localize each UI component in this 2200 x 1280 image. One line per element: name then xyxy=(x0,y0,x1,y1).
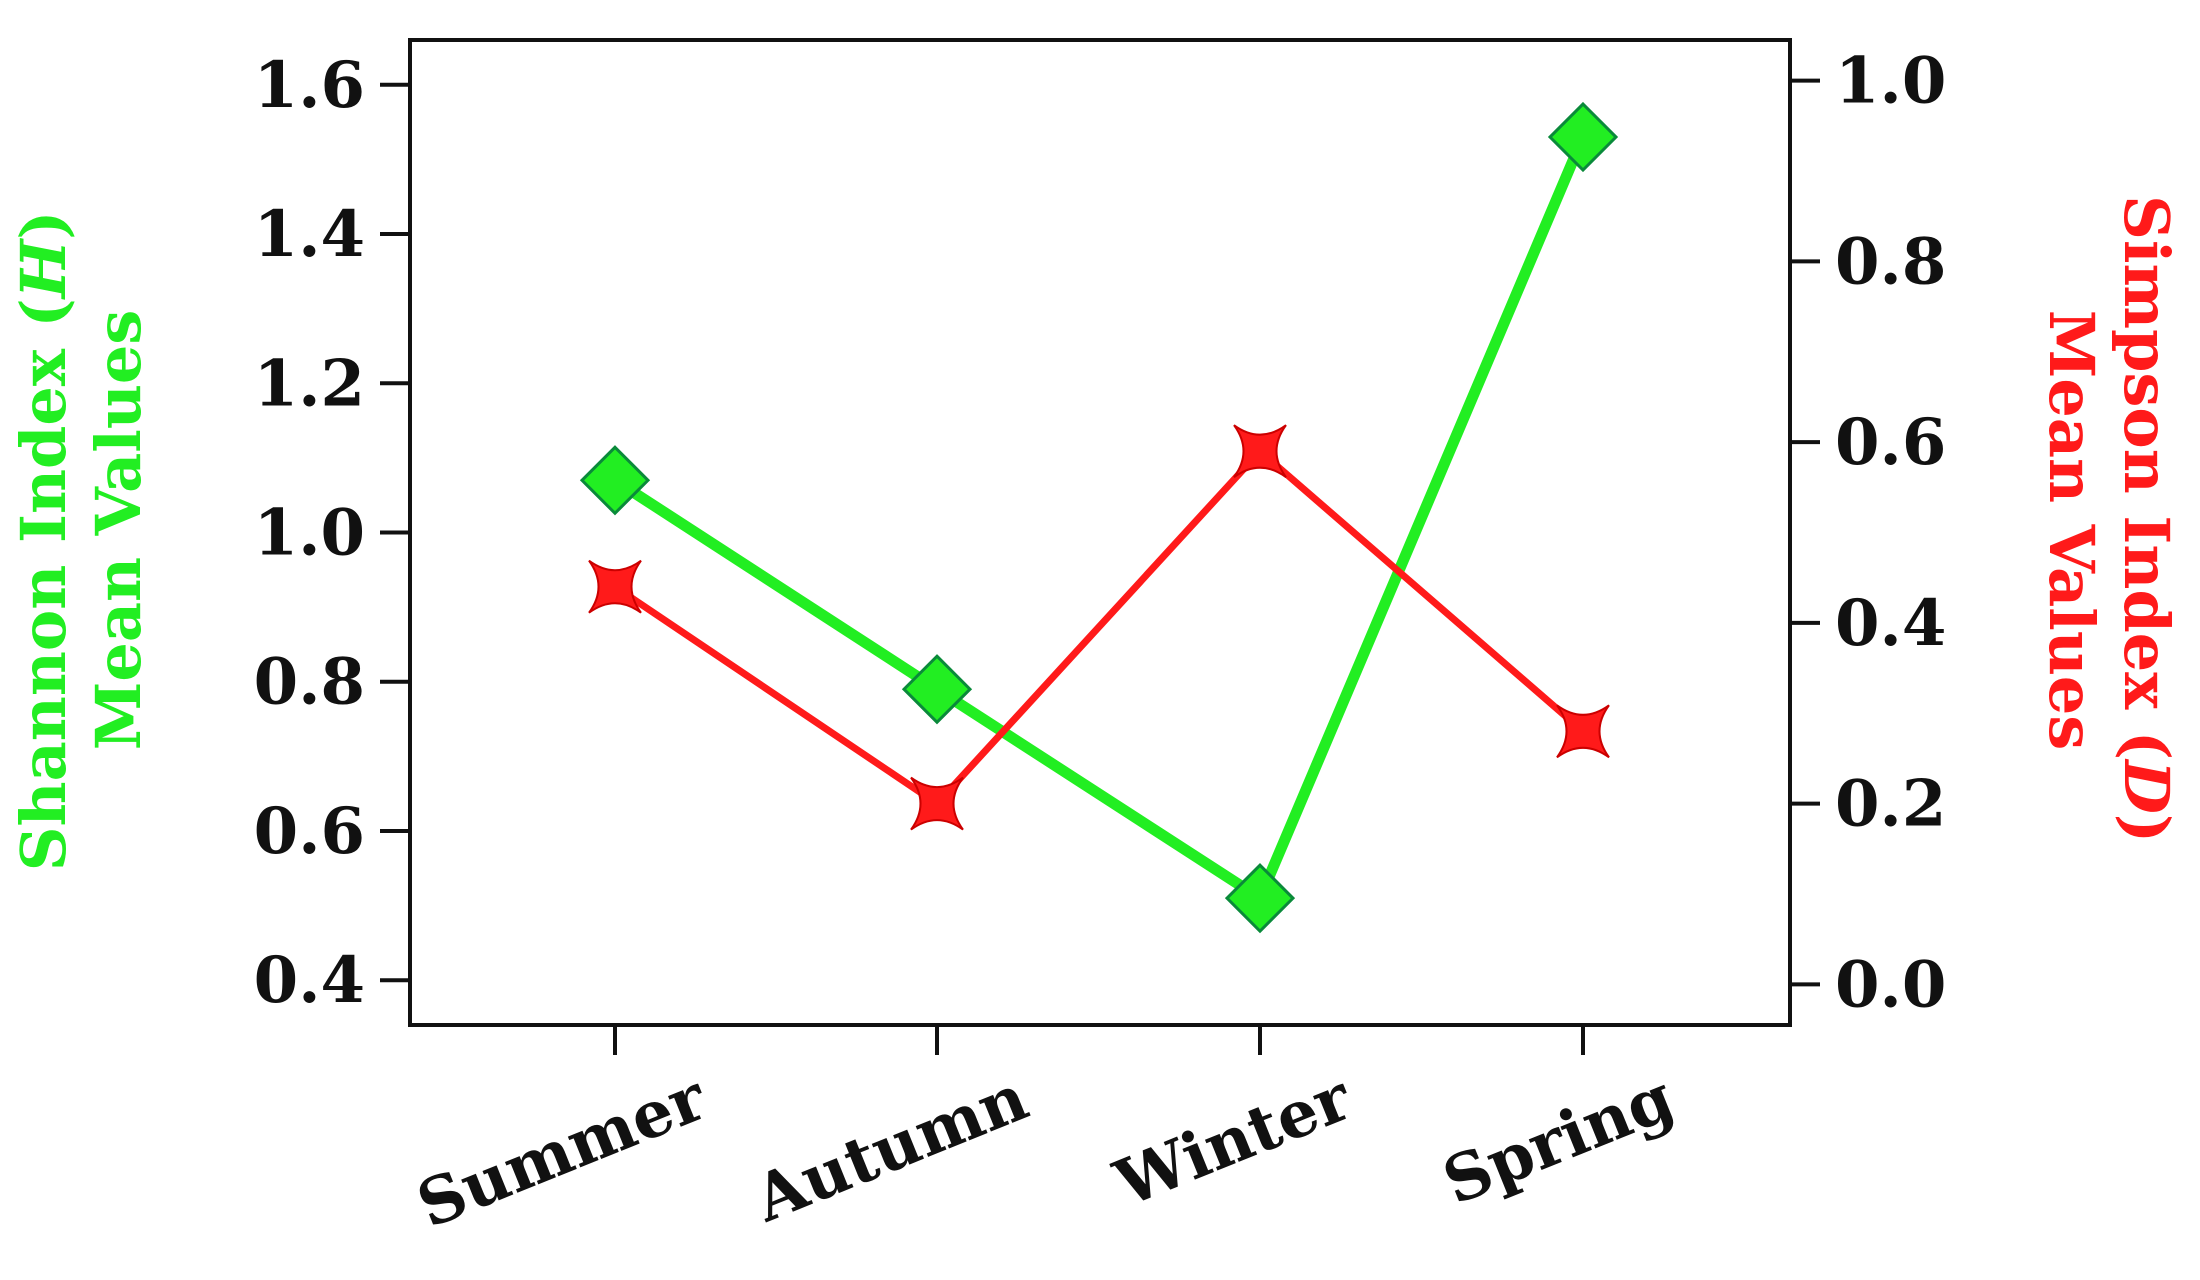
right-tick-label: 0.6 xyxy=(1835,405,1946,480)
right-tick-label: 1.0 xyxy=(1835,44,1946,119)
x-category-label: Autumn xyxy=(743,1060,1038,1237)
x-axis-ticks: Summer Autumn Winter Spring xyxy=(407,1025,1684,1243)
plot-frame xyxy=(408,38,1792,1027)
right-tick-label: 0.2 xyxy=(1835,767,1946,842)
shannon-point xyxy=(1224,863,1296,934)
series-lines xyxy=(612,134,1589,904)
left-axis-title-line1: Shannon Index (H) xyxy=(7,210,80,871)
simpson-point xyxy=(588,559,642,614)
right-tick-label: 0.4 xyxy=(1835,586,1946,661)
right-axis-title-close: ) xyxy=(2110,814,2183,843)
shannon-point xyxy=(1547,101,1619,173)
shannon-point xyxy=(901,654,973,725)
right-axis-title-italic: D xyxy=(2110,758,2183,814)
simpson-point xyxy=(1556,704,1610,759)
right-axis-ticks: 0.0 0.2 0.4 0.6 0.8 1.0 xyxy=(1790,44,1946,1022)
left-axis-title-line2: Mean Values xyxy=(82,310,155,750)
left-tick-label: 0.8 xyxy=(254,645,365,720)
right-axis-title: Simpson Index (D) Mean Values xyxy=(2035,195,2183,865)
simpson-point xyxy=(1233,424,1287,478)
left-tick-label: 1.0 xyxy=(254,496,365,571)
right-tick-label: 0.0 xyxy=(1835,947,1946,1022)
left-axis-title: Shannon Index (H) Mean Values xyxy=(7,189,155,872)
simpson-series-line xyxy=(613,447,1586,808)
shannon-series-line xyxy=(612,134,1589,904)
left-tick-label: 1.6 xyxy=(254,48,365,123)
right-axis-title-line1: Simpson Index (D) xyxy=(2110,195,2183,843)
simpson-point xyxy=(910,776,964,831)
left-axis-title-close: ) xyxy=(7,210,80,239)
left-axis-title-main: Shannon Index ( xyxy=(7,298,80,871)
left-tick-label: 1.2 xyxy=(254,346,365,421)
right-tick-label: 0.8 xyxy=(1835,224,1946,299)
left-tick-label: 0.4 xyxy=(254,943,365,1018)
right-axis-title-main: Simpson Index ( xyxy=(2110,195,2183,760)
series-markers xyxy=(579,101,1619,934)
left-tick-label: 1.4 xyxy=(254,197,365,272)
x-category-label: Winter xyxy=(1104,1060,1362,1222)
left-tick-label: 0.6 xyxy=(254,794,365,869)
shannon-point xyxy=(579,445,651,516)
x-category-label: Summer xyxy=(407,1060,717,1243)
left-axis-title-italic: H xyxy=(7,237,80,300)
right-axis-title-line2: Mean Values xyxy=(2035,310,2108,750)
x-category-label: Spring xyxy=(1433,1060,1684,1220)
left-axis-ticks: 0.4 0.6 0.8 1.0 1.2 1.4 1.6 xyxy=(254,48,410,1018)
